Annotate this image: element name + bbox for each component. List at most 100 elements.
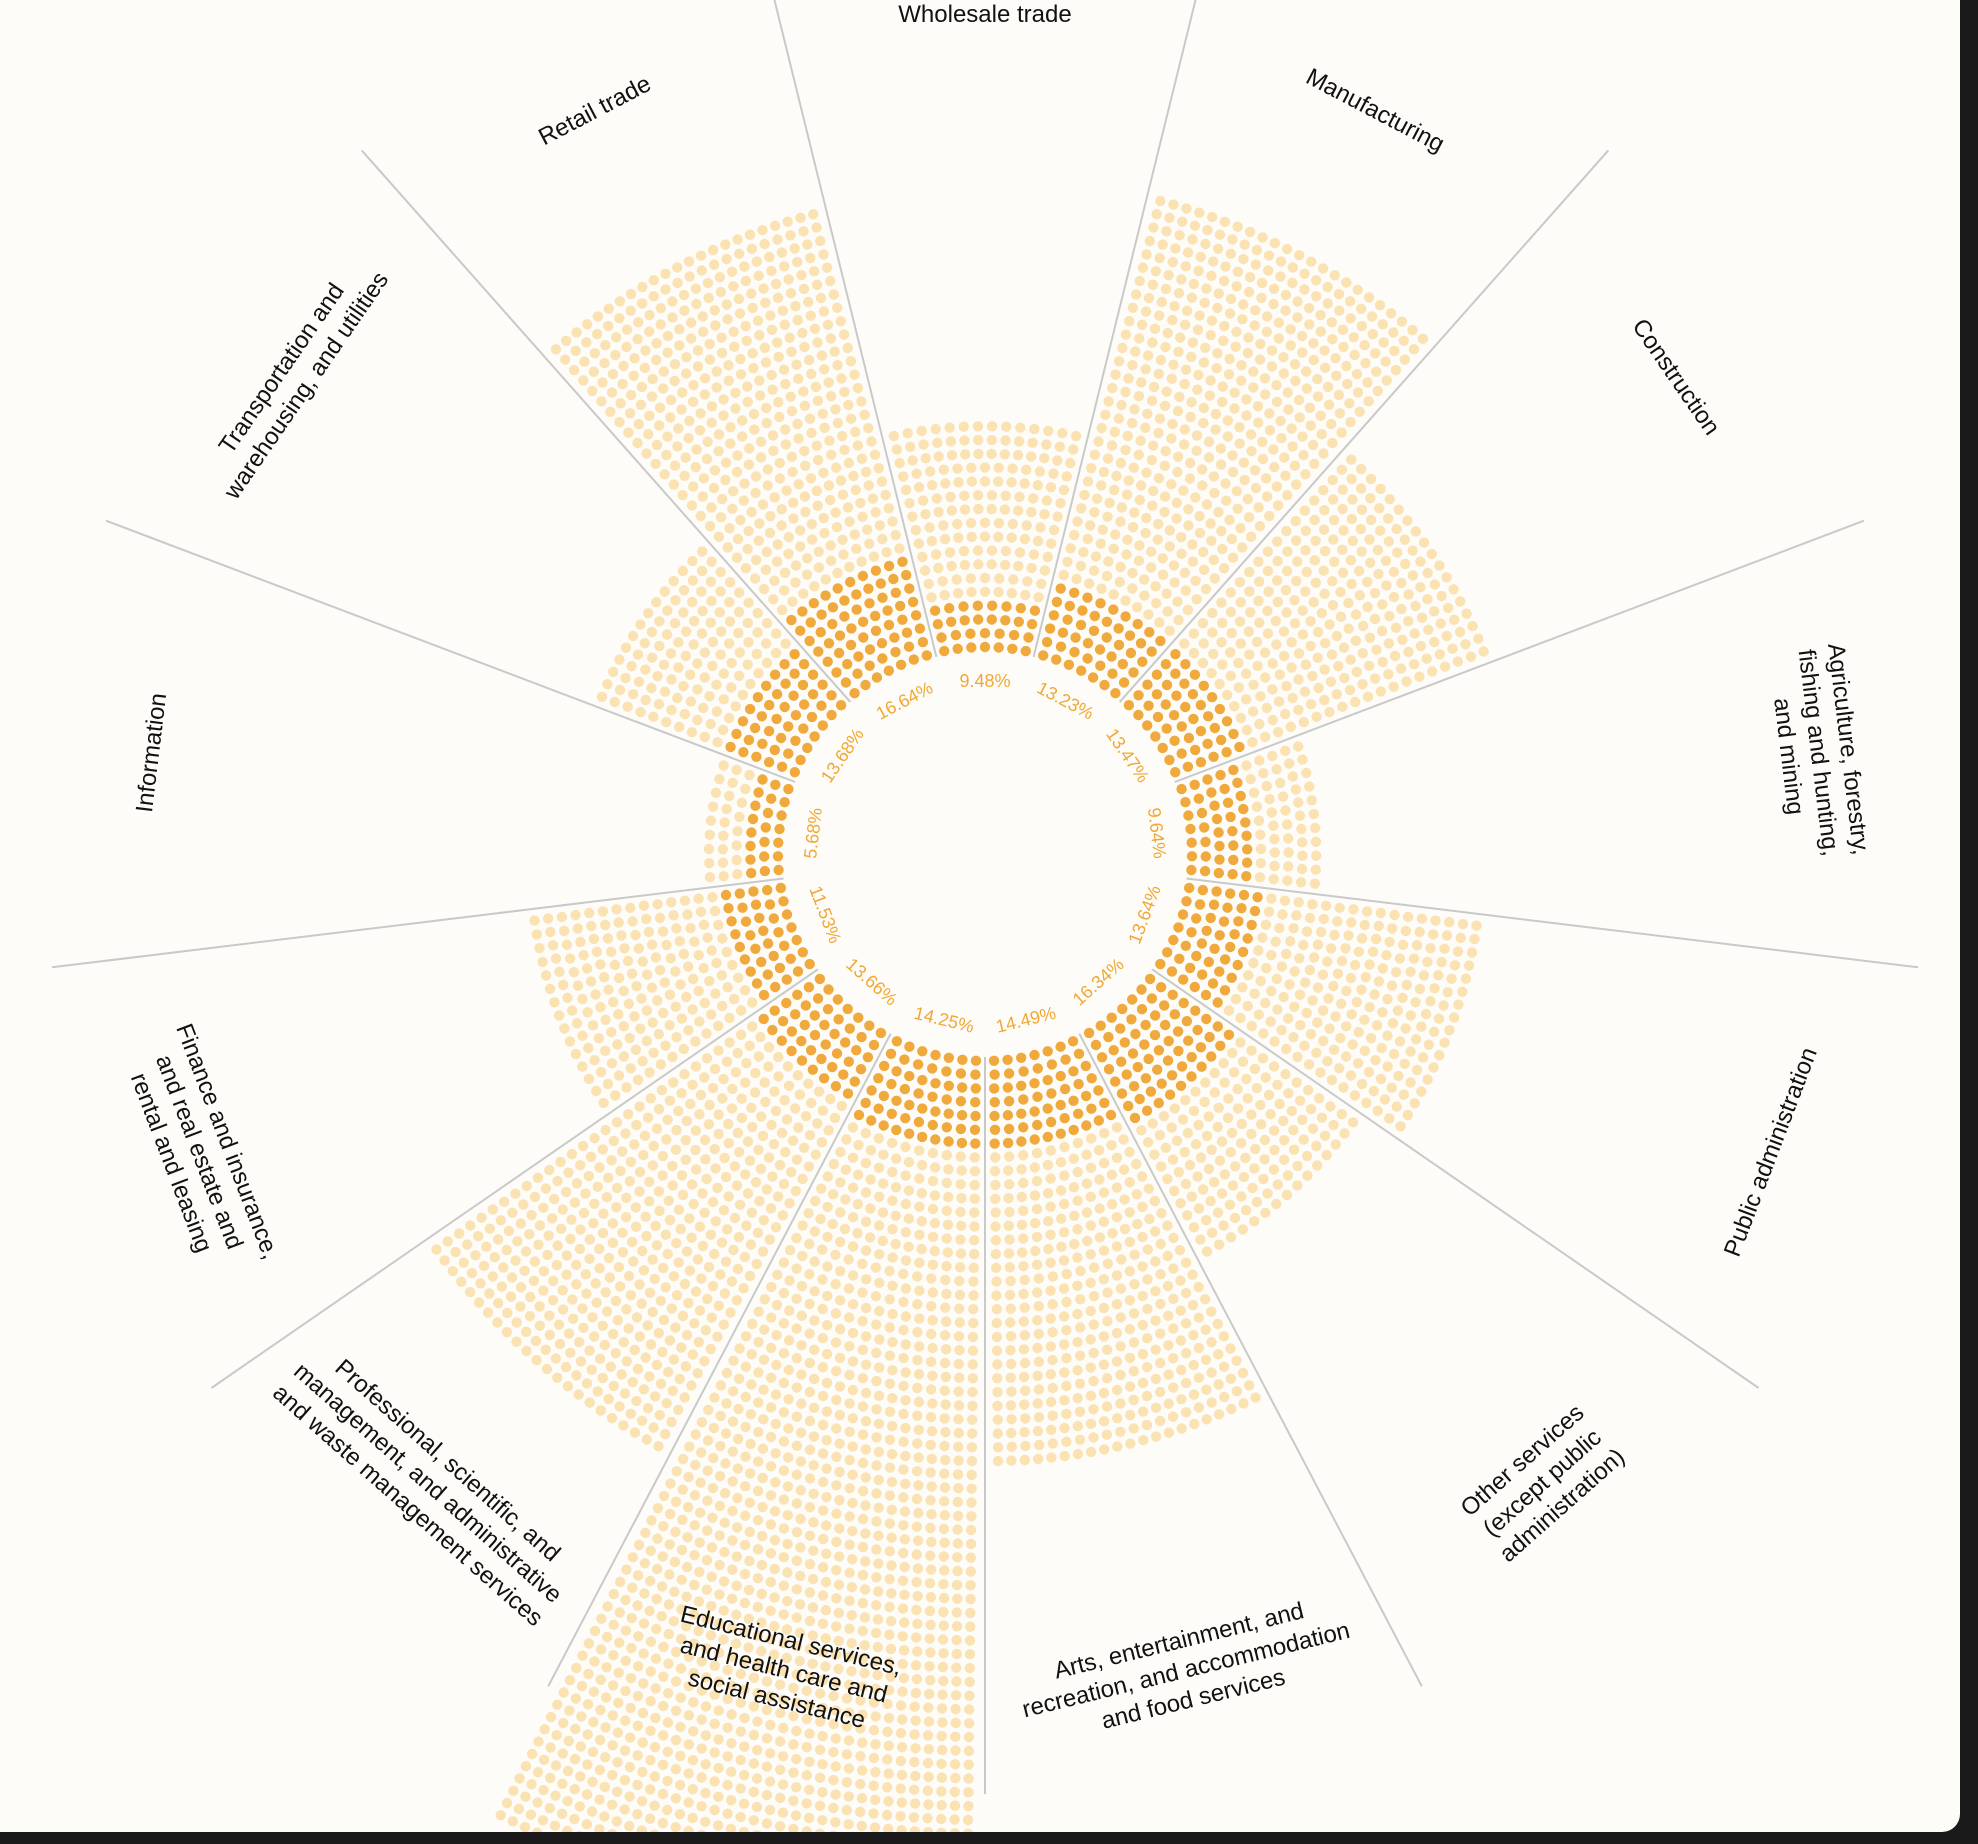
- dot-total: [1224, 1199, 1236, 1211]
- dot-total: [637, 281, 648, 293]
- dot-total: [1318, 565, 1329, 576]
- dot-total: [1275, 777, 1286, 789]
- dot-total: [686, 1380, 697, 1391]
- dot-total: [1003, 1165, 1014, 1176]
- dot-percent: [1155, 982, 1167, 993]
- dot-total: [572, 980, 584, 991]
- dot-total: [1409, 1098, 1420, 1109]
- dot-total: [603, 1393, 614, 1405]
- dot-total: [1193, 265, 1204, 277]
- dot-total: [850, 426, 861, 438]
- dot-total: [796, 1280, 808, 1292]
- dot-total: [568, 364, 580, 376]
- dot-total: [1160, 445, 1171, 457]
- dot-total: [713, 1045, 724, 1056]
- dot-total: [722, 982, 733, 993]
- dot-total: [739, 1539, 751, 1551]
- dot-total: [1282, 387, 1294, 398]
- dot-total: [680, 1154, 691, 1166]
- dot-total: [1082, 1235, 1093, 1247]
- dot-total: [1188, 278, 1200, 290]
- dot-total: [965, 1552, 977, 1563]
- dot-total: [1101, 1401, 1113, 1412]
- dot-total: [694, 1221, 706, 1232]
- dot-percent: [1133, 690, 1144, 701]
- dot-total: [1194, 527, 1206, 539]
- dot-total: [1045, 1145, 1057, 1156]
- dot-total: [1407, 570, 1419, 581]
- dot-total: [886, 1448, 898, 1460]
- dot-total: [1341, 277, 1352, 288]
- dot-total: [795, 1485, 806, 1496]
- dot-total: [873, 1502, 884, 1514]
- dot-percent: [1168, 710, 1180, 721]
- dot-total: [589, 1055, 600, 1066]
- dot-total: [679, 1069, 690, 1080]
- dot-total: [1380, 356, 1391, 367]
- dot-total: [1305, 616, 1316, 627]
- dot-total: [1128, 1394, 1139, 1406]
- dot-percent: [1189, 669, 1201, 680]
- dot-total: [725, 422, 736, 433]
- dot-total: [789, 243, 800, 254]
- dot-total: [1004, 1151, 1015, 1162]
- category-label-other-services-except-public-administration: Other services(except publicadministrati…: [1455, 1398, 1631, 1567]
- dot-total: [765, 1691, 776, 1702]
- dot-total: [804, 1238, 815, 1250]
- dot-total: [1337, 544, 1348, 555]
- dot-total: [700, 1816, 711, 1828]
- dot-total: [1283, 833, 1294, 844]
- dot-total: [577, 1061, 588, 1072]
- dot-total: [1127, 522, 1139, 533]
- dot-total: [733, 606, 745, 618]
- dot-percent: [1187, 689, 1199, 700]
- dot-total: [1287, 771, 1299, 782]
- dot-total: [911, 1604, 922, 1616]
- sector-information: [703, 760, 794, 883]
- dot-total: [1167, 256, 1179, 268]
- dot-percent: [827, 602, 839, 613]
- dot-total: [721, 1056, 733, 1067]
- dot-total: [707, 1196, 719, 1208]
- dot-total: [778, 1348, 790, 1359]
- dot-total: [713, 1020, 724, 1032]
- dot-total: [1263, 906, 1275, 917]
- dot-total: [900, 1395, 911, 1406]
- dot-total: [733, 293, 745, 305]
- dot-percent: [1032, 1063, 1044, 1074]
- dot-percent: [910, 610, 922, 621]
- dot-total: [1125, 1409, 1136, 1421]
- dot-percent: [965, 628, 976, 639]
- dot-total: [688, 1638, 699, 1650]
- dot-total: [945, 491, 956, 503]
- dot-total: [765, 1342, 777, 1354]
- dot-total: [732, 826, 743, 837]
- dot-total: [608, 1135, 619, 1147]
- dot-percent: [834, 630, 846, 641]
- dot-total: [641, 1005, 653, 1016]
- dot-total: [1085, 1362, 1097, 1373]
- dot-total: [836, 1100, 847, 1112]
- dot-percent: [914, 623, 926, 634]
- dot-total: [1305, 420, 1317, 431]
- dot-total: [1405, 966, 1416, 977]
- dot-total: [521, 1326, 532, 1338]
- dot-total: [1210, 424, 1221, 435]
- dot-total: [1142, 1274, 1153, 1285]
- dot-total: [737, 415, 748, 426]
- dot-total: [965, 1538, 977, 1550]
- dot-total: [662, 1717, 674, 1728]
- dot-total: [757, 1246, 769, 1257]
- dot-total: [1305, 640, 1316, 652]
- dot-total: [714, 1618, 725, 1629]
- dot-total: [718, 760, 729, 771]
- dot-total: [831, 462, 842, 473]
- dot-total: [554, 966, 565, 977]
- dot-percent: [773, 927, 784, 938]
- dot-total: [938, 1606, 949, 1618]
- dot-total: [1173, 1167, 1185, 1178]
- dot-total: [681, 352, 692, 363]
- dot-total: [684, 1213, 695, 1224]
- dot-total: [1362, 691, 1374, 702]
- dot-total: [735, 1005, 747, 1016]
